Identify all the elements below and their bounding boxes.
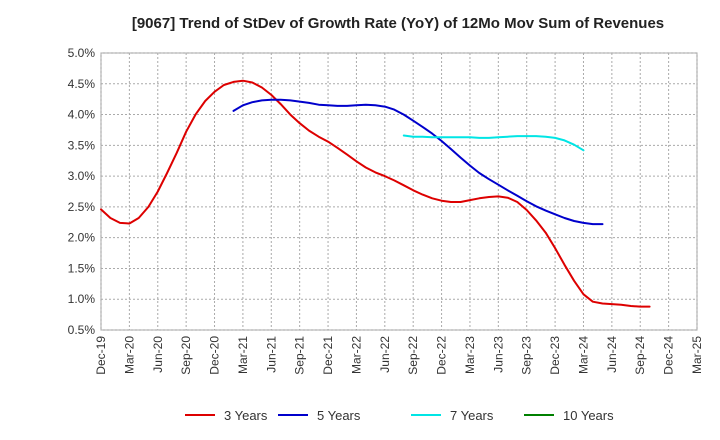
y-tick-label: 3.0%: [68, 169, 96, 183]
y-tick-label: 3.5%: [68, 138, 96, 152]
legend: 3 Years 5 Years 7 Years 10 Years: [185, 408, 614, 423]
legend-label-10-years: 10 Years: [563, 408, 614, 423]
legend-label-5-years: 5 Years: [317, 408, 361, 423]
x-tick-label: Dec-22: [435, 336, 449, 375]
series-line-3-years: [100, 79, 651, 308]
x-tick-label: Mar-20: [122, 336, 136, 374]
x-tick-label: Sep-20: [179, 336, 193, 375]
x-tick-label: Dec-19: [94, 336, 108, 375]
x-tick-label: Sep-23: [520, 336, 534, 375]
y-axis-tick-labels: 0.5% 1.0% 1.5% 2.0% 2.5% 3.0% 3.5% 4.0% 4.5% 5.0%: [68, 46, 96, 337]
x-tick-label: Dec-21: [321, 336, 335, 375]
series-line-7-years: [402, 134, 585, 152]
legend-label-7-years: 7 Years: [450, 408, 494, 423]
x-tick-label: Jun-21: [264, 336, 278, 373]
x-tick-label: Jun-24: [605, 336, 619, 373]
gridlines: [100, 52, 698, 331]
x-tick-label: Mar-22: [349, 336, 363, 374]
y-tick-label: 4.0%: [68, 108, 96, 122]
x-tick-label: Mar-21: [236, 336, 250, 374]
y-tick-label: 0.5%: [68, 323, 96, 337]
x-tick-label: Jun-23: [491, 336, 505, 373]
x-tick-label: Jun-22: [378, 336, 392, 373]
y-tick-label: 2.0%: [68, 231, 96, 245]
x-tick-label: Mar-23: [463, 336, 477, 374]
x-tick-label: Dec-20: [208, 336, 222, 375]
x-tick-label: Sep-24: [633, 336, 647, 375]
x-tick-label: Dec-23: [548, 336, 562, 375]
x-tick-label: Dec-24: [662, 336, 676, 375]
y-tick-label: 4.5%: [68, 77, 96, 91]
series-line-5-years: [232, 98, 604, 226]
plot-area: [100, 52, 698, 331]
y-tick-label: 1.5%: [68, 261, 96, 275]
x-tick-label: Mar-25: [690, 336, 704, 374]
y-tick-label: 2.5%: [68, 200, 96, 214]
x-tick-label: Sep-22: [406, 336, 420, 375]
y-tick-label: 1.0%: [68, 292, 96, 306]
series-lines: [100, 79, 651, 308]
y-tick-label: 5.0%: [68, 46, 96, 60]
x-tick-label: Jun-20: [151, 336, 165, 373]
legend-label-3-years: 3 Years: [224, 408, 268, 423]
chart-title: [9067] Trend of StDev of Growth Rate (Yo…: [132, 15, 664, 32]
x-axis-tick-labels: Dec-19 Mar-20 Jun-20 Sep-20 Dec-20 Mar-21 Jun-…: [94, 336, 704, 375]
x-tick-label: Mar-24: [576, 336, 590, 374]
x-tick-label: Sep-21: [293, 336, 307, 375]
